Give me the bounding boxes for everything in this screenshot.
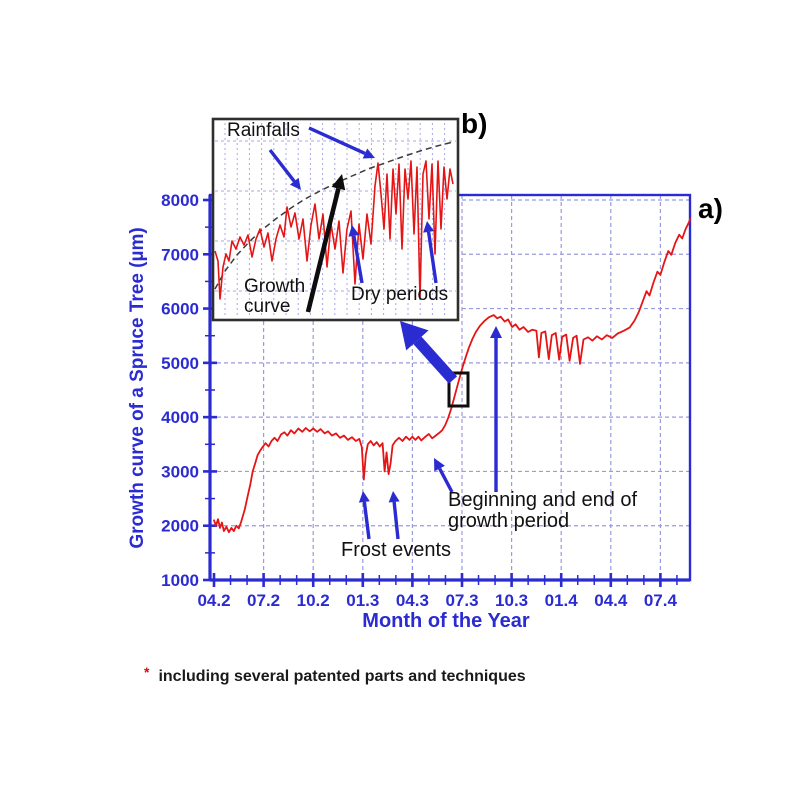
y-tick-label: 7000: [161, 245, 199, 264]
zoom-source-box: [447, 371, 470, 408]
x-tick-label: 10.3: [495, 591, 528, 610]
annotation-dry-periods: Dry periods: [351, 284, 449, 305]
y-tick-label: 6000: [161, 300, 199, 319]
y-tick-label: 2000: [161, 517, 199, 536]
tick-labels: 04.2 07.2 10.2 01.3 04.3 07.3 10.3 01.4 04.4 07.4…: [161, 191, 677, 610]
y-tick-label: 8000: [161, 191, 199, 210]
y-axis-title: Growth curve of a Spruce Tree (µm): [127, 227, 148, 549]
annotation-frost-events: Frost events: [341, 539, 452, 561]
y-tick-label: 3000: [161, 462, 199, 481]
annotation-begin-end-growth: Beginning and end of growth period: [448, 489, 638, 532]
panel-label-b: b): [461, 108, 488, 139]
footnote-text: including several patented parts and tec…: [158, 668, 526, 685]
x-tick-label: 04.2: [197, 591, 230, 610]
x-tick-label: 04.4: [594, 591, 628, 610]
x-tick-label: 04.3: [396, 591, 429, 610]
footnote: * including several patented parts and te…: [144, 662, 526, 687]
footnote-asterisk: *: [144, 664, 150, 680]
x-tick-label: 07.3: [445, 591, 478, 610]
x-axis-title: Month of the Year: [362, 610, 530, 632]
inset-growth-envelope-curve: [214, 141, 454, 290]
y-tick-label: 1000: [161, 571, 199, 590]
x-tick-label: 10.2: [297, 591, 330, 610]
annotation-growth-curve: Growth curve: [244, 276, 306, 317]
annotation-rainfalls: Rainfalls: [227, 120, 300, 141]
y-tick-label: 4000: [161, 408, 199, 427]
growth-curve-line: [213, 218, 692, 534]
x-tick-label: 01.4: [545, 591, 579, 610]
inset-curves: [214, 141, 454, 300]
y-tick-label: 5000: [161, 354, 199, 373]
x-tick-label: 07.4: [644, 591, 678, 610]
x-tick-label: 01.3: [346, 591, 379, 610]
inset-dendrometer-curve: [214, 160, 454, 300]
x-tick-label: 07.2: [247, 591, 280, 610]
panel-label-a: a): [698, 193, 723, 224]
annotation-arrows: [268, 126, 502, 540]
